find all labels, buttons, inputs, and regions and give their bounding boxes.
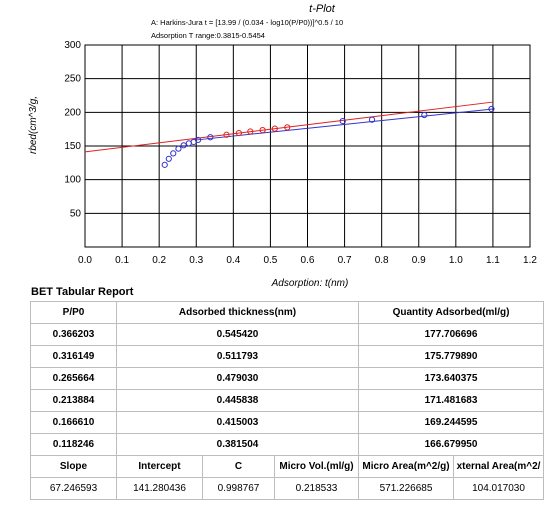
bet-report-table: P/P0 Adsorbed thickness(nm) Quantity Ads… xyxy=(30,301,545,500)
table-row: 0.118246 0.381504 166.679950 xyxy=(30,433,545,456)
cell-quantity: 171.481683 xyxy=(357,389,545,412)
cell-quantity: 169.244595 xyxy=(357,411,545,434)
cell-quantity: 166.679950 xyxy=(357,433,545,456)
summary-micro-area: 571.226685 xyxy=(358,477,454,500)
data-point xyxy=(161,161,168,168)
header-pp0: P/P0 xyxy=(30,301,117,324)
cell-pp0: 0.166610 xyxy=(30,411,117,434)
cell-quantity: 173.640375 xyxy=(357,367,545,390)
data-point xyxy=(180,142,187,149)
summary-values-row: 67.246593 141.280436 0.998767 0.218533 5… xyxy=(30,477,545,500)
cell-thickness: 0.479030 xyxy=(116,367,359,390)
chart-title: t-Plot xyxy=(309,3,336,15)
plot-grid xyxy=(84,44,531,247)
x-tick-label: 1.1 xyxy=(486,255,500,266)
data-point xyxy=(165,155,172,162)
header-quantity: Quantity Adsorbed(ml/g) xyxy=(357,301,545,324)
cell-pp0: 0.265664 xyxy=(30,367,117,390)
cell-pp0: 0.213884 xyxy=(30,389,117,412)
data-point xyxy=(284,124,291,131)
summary-header-external-area: xternal Area(m^2/ xyxy=(452,455,545,478)
cell-thickness: 0.545420 xyxy=(116,323,359,346)
cell-thickness: 0.381504 xyxy=(116,433,359,456)
chart-subtitle-equation: A: Harkins-Jura t = [13.99 / (0.034 - lo… xyxy=(151,18,343,27)
t-plot-chart: 0.0 0.1 0.2 0.3 0.4 0.5 0.6 0.7 0.8 0.9 1.0 1.1 1.2 5… xyxy=(28,3,537,289)
table-row: 0.213884 0.445838 171.481683 xyxy=(30,389,545,412)
plot-frame xyxy=(84,44,531,248)
data-point xyxy=(170,150,177,157)
table-row: 0.366203 0.545420 177.706696 xyxy=(30,323,545,346)
x-tick-label: 0.1 xyxy=(115,255,129,266)
x-tick-label: 0.4 xyxy=(226,255,240,266)
x-tick-label: 0.0 xyxy=(78,255,92,266)
y-tick-label: 250 xyxy=(64,74,81,85)
data-point xyxy=(223,131,230,138)
table-header-row: P/P0 Adsorbed thickness(nm) Quantity Ads… xyxy=(30,301,545,324)
x-tick-label: 1.2 xyxy=(523,255,537,266)
y-tick-label: 300 xyxy=(64,40,81,51)
cell-pp0: 0.316149 xyxy=(30,345,117,368)
summary-header-c: C xyxy=(202,455,275,478)
summary-header-micro-vol: Micro Vol.(ml/g) xyxy=(274,455,359,478)
table-row: 0.265664 0.479030 173.640375 xyxy=(30,367,545,390)
table-row: 0.166610 0.415003 169.244595 xyxy=(30,411,545,434)
cell-pp0: 0.366203 xyxy=(30,323,117,346)
fit-line xyxy=(196,108,493,141)
chart-subtitle-range: Adsorption T range:0.3815-0.5454 xyxy=(151,31,265,40)
cell-thickness: 0.415003 xyxy=(116,411,359,434)
x-tick-label: 0.8 xyxy=(375,255,389,266)
cell-quantity: 175.779890 xyxy=(357,345,545,368)
data-points xyxy=(161,105,495,168)
y-tick-label: 100 xyxy=(64,175,81,186)
y-tick-label: 200 xyxy=(64,107,81,118)
fit-line xyxy=(84,101,493,153)
x-tick-label: 0.2 xyxy=(152,255,166,266)
cell-pp0: 0.118246 xyxy=(30,433,117,456)
cell-thickness: 0.511793 xyxy=(116,345,359,368)
data-point xyxy=(421,111,428,119)
summary-header-intercept: Intercept xyxy=(116,455,203,478)
summary-intercept: 141.280436 xyxy=(116,477,203,500)
report-title: BET Tabular Report xyxy=(31,286,134,298)
data-point xyxy=(488,105,495,113)
data-point xyxy=(259,126,266,134)
cell-thickness: 0.445838 xyxy=(116,389,359,412)
summary-header-slope: Slope xyxy=(30,455,117,478)
summary-external-area: 104.017030 xyxy=(452,477,545,500)
header-thickness: Adsorbed thickness(nm) xyxy=(116,301,359,324)
x-tick-label: 0.3 xyxy=(189,255,203,266)
x-tick-label: 1.0 xyxy=(449,255,463,266)
y-axis-label: rbed(cm^3/g, xyxy=(28,96,39,154)
fit-lines xyxy=(84,101,493,153)
data-point xyxy=(207,134,214,141)
data-point xyxy=(339,117,346,125)
summary-c: 0.998767 xyxy=(202,477,275,500)
table-row: 0.316149 0.511793 175.779890 xyxy=(30,345,545,368)
x-tick-label: 0.9 xyxy=(412,255,426,266)
x-axis-label: Adsorption: t(nm) xyxy=(271,278,349,289)
data-point xyxy=(175,145,182,152)
data-point xyxy=(235,129,242,137)
summary-slope: 67.246593 xyxy=(30,477,117,500)
summary-micro-vol: 0.218533 xyxy=(274,477,359,500)
y-tick-label: 50 xyxy=(70,208,82,219)
data-point xyxy=(368,116,376,123)
cell-quantity: 177.706696 xyxy=(357,323,545,346)
data-point xyxy=(271,125,278,132)
summary-header-row: Slope Intercept C Micro Vol.(ml/g) Micro… xyxy=(30,455,545,478)
tick-labels: 0.0 0.1 0.2 0.3 0.4 0.5 0.6 0.7 0.8 0.9 1.0 1.1 1.2 5… xyxy=(64,40,537,266)
summary-header-micro-area: Micro Area(m^2/g) xyxy=(358,455,454,478)
x-tick-label: 0.5 xyxy=(263,255,277,266)
x-tick-label: 0.6 xyxy=(301,255,315,266)
data-point xyxy=(247,128,254,135)
x-tick-label: 0.7 xyxy=(338,255,352,266)
y-tick-label: 150 xyxy=(64,141,81,152)
data-point xyxy=(195,136,202,144)
